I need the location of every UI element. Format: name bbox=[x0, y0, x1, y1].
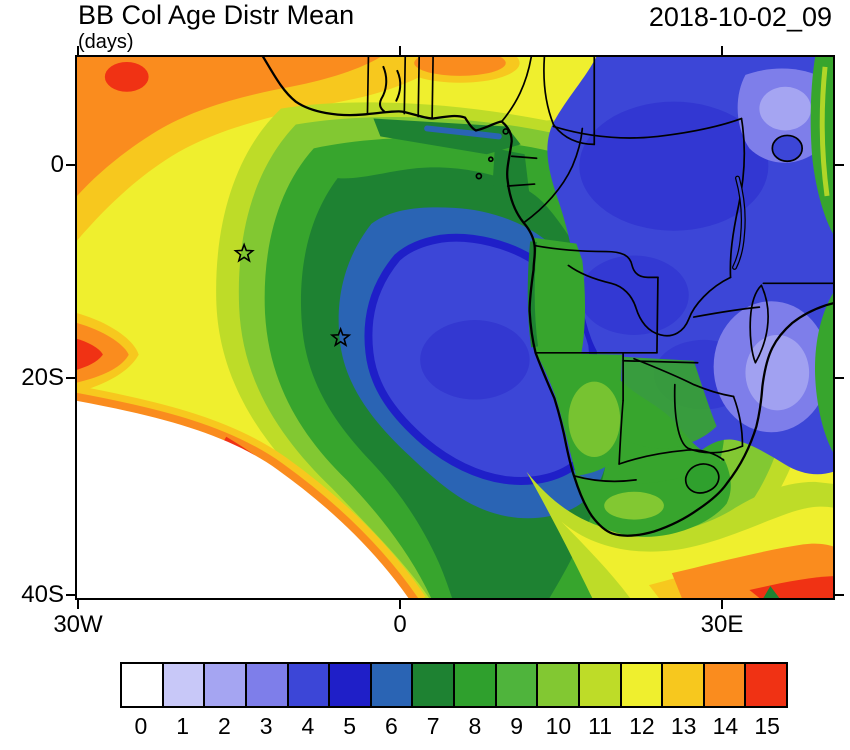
colorbar-swatch-15 bbox=[746, 664, 786, 706]
border-ghana-togo bbox=[403, 57, 407, 115]
colorbar-swatch-6 bbox=[371, 664, 414, 706]
colorbar-swatch-4 bbox=[288, 664, 331, 706]
colorbar-swatches bbox=[120, 662, 788, 708]
colorbar-label-12: 12 bbox=[629, 713, 655, 739]
border-botswana-west bbox=[618, 399, 624, 465]
colorbar-swatch-8 bbox=[455, 664, 497, 706]
chart-title: BB Col Age Distr Mean bbox=[78, 0, 355, 30]
y-axis-label-20s: 20S bbox=[21, 364, 64, 391]
colorbar-swatch-0 bbox=[122, 664, 164, 706]
border-orange-river bbox=[573, 475, 637, 483]
lake-volta bbox=[378, 65, 388, 113]
border-drc-east bbox=[729, 117, 746, 279]
colorbar-label-14: 14 bbox=[712, 713, 739, 739]
y-axis-label-0: 0 bbox=[50, 151, 64, 178]
markers bbox=[233, 242, 352, 348]
colorbar-label-4: 4 bbox=[301, 713, 315, 739]
colorbar-label-15: 15 bbox=[754, 713, 780, 739]
colorbar-swatch-13 bbox=[663, 664, 705, 706]
colorbar-label-5: 5 bbox=[343, 713, 357, 739]
colorbar: 0 1 2 3 4 5 6 7 8 9 10 11 12 13 14 15 bbox=[120, 662, 788, 740]
border-botswana-south bbox=[618, 449, 725, 465]
axis-tick bbox=[399, 600, 401, 609]
axis-tick bbox=[66, 594, 75, 596]
island-principe bbox=[487, 156, 494, 163]
colorbar-label-10: 10 bbox=[545, 713, 572, 739]
border-gabon-south bbox=[506, 183, 536, 187]
border-lesotho bbox=[684, 463, 720, 494]
border-gabon-north bbox=[510, 155, 538, 160]
star-marker bbox=[233, 242, 255, 263]
border-benin-nigeria bbox=[431, 57, 434, 120]
lake-malawi bbox=[749, 284, 769, 364]
colorbar-swatch-14 bbox=[704, 664, 747, 706]
lake-volta-arm bbox=[395, 69, 402, 102]
contour-field bbox=[77, 57, 833, 598]
axis-tick bbox=[66, 377, 75, 379]
border-zim-moz bbox=[732, 395, 744, 447]
colorbar-label-1: 1 bbox=[176, 713, 190, 739]
axis-tick bbox=[835, 377, 844, 379]
border-congo-drc bbox=[522, 127, 584, 224]
chart-timestamp: 2018-10-02_09 bbox=[648, 2, 832, 32]
axis-tick bbox=[77, 600, 79, 609]
lake-tanganyika-water bbox=[733, 176, 745, 269]
border-togo-benin bbox=[417, 57, 421, 118]
island-sao-tome bbox=[475, 172, 483, 180]
border-zim-south bbox=[673, 383, 744, 454]
coastline-and-borders bbox=[261, 57, 833, 537]
map-svg bbox=[77, 57, 833, 598]
border-drc-zambia bbox=[567, 264, 732, 337]
axis-tick bbox=[835, 164, 844, 166]
star-marker bbox=[329, 326, 352, 348]
map-frame bbox=[75, 55, 835, 600]
border-angola-north bbox=[533, 244, 659, 279]
title-block: BB Col Age Distr Mean (days) bbox=[78, 0, 354, 53]
colorbar-swatch-5 bbox=[330, 664, 372, 706]
border-ghana-west bbox=[366, 57, 370, 115]
colorbar-label-13: 13 bbox=[670, 713, 697, 739]
colorbar-swatch-7 bbox=[413, 664, 455, 706]
colorbar-swatch-11 bbox=[579, 664, 622, 706]
colorbar-swatch-1 bbox=[163, 664, 206, 706]
colorbar-label-11: 11 bbox=[588, 713, 613, 739]
y-axis-label-40s: 40S bbox=[21, 581, 64, 608]
border-zambezi bbox=[633, 357, 735, 398]
axis-tick bbox=[399, 46, 401, 55]
colorbar-swatch-2 bbox=[205, 664, 247, 706]
x-axis-label-30e: 30E bbox=[700, 611, 744, 638]
colorbar-label-0: 0 bbox=[134, 713, 148, 739]
colorbar-swatch-10 bbox=[538, 664, 580, 706]
colorbar-label-7: 7 bbox=[426, 713, 440, 739]
border-nigeria-cameroon bbox=[500, 57, 533, 123]
colorbar-label-3: 3 bbox=[259, 713, 273, 739]
colorbar-label-2: 2 bbox=[217, 713, 231, 739]
lake-victoria bbox=[771, 134, 804, 163]
x-axis-label-30w: 30W bbox=[53, 611, 103, 638]
border-caprivi bbox=[622, 359, 699, 364]
axis-tick bbox=[835, 594, 844, 596]
colorbar-swatch-3 bbox=[246, 664, 289, 706]
island-bioko bbox=[502, 128, 510, 135]
colorbar-labels: 0 1 2 3 4 5 6 7 8 9 10 11 12 13 14 15 bbox=[120, 713, 788, 740]
axis-tick bbox=[721, 46, 723, 55]
axis-tick bbox=[66, 164, 75, 166]
axis-tick bbox=[721, 600, 723, 609]
colorbar-label-6: 6 bbox=[384, 713, 398, 739]
border-angola-east bbox=[656, 276, 659, 354]
axis-tick bbox=[77, 46, 79, 55]
chart-units: (days) bbox=[78, 31, 134, 53]
colorbar-swatch-9 bbox=[496, 664, 539, 706]
colorbar-swatch-12 bbox=[621, 664, 664, 706]
x-axis-label-0: 0 bbox=[393, 611, 407, 638]
colorbar-label-8: 8 bbox=[468, 713, 482, 739]
border-zambia-east bbox=[692, 306, 761, 318]
colorbar-label-9: 9 bbox=[510, 713, 524, 739]
